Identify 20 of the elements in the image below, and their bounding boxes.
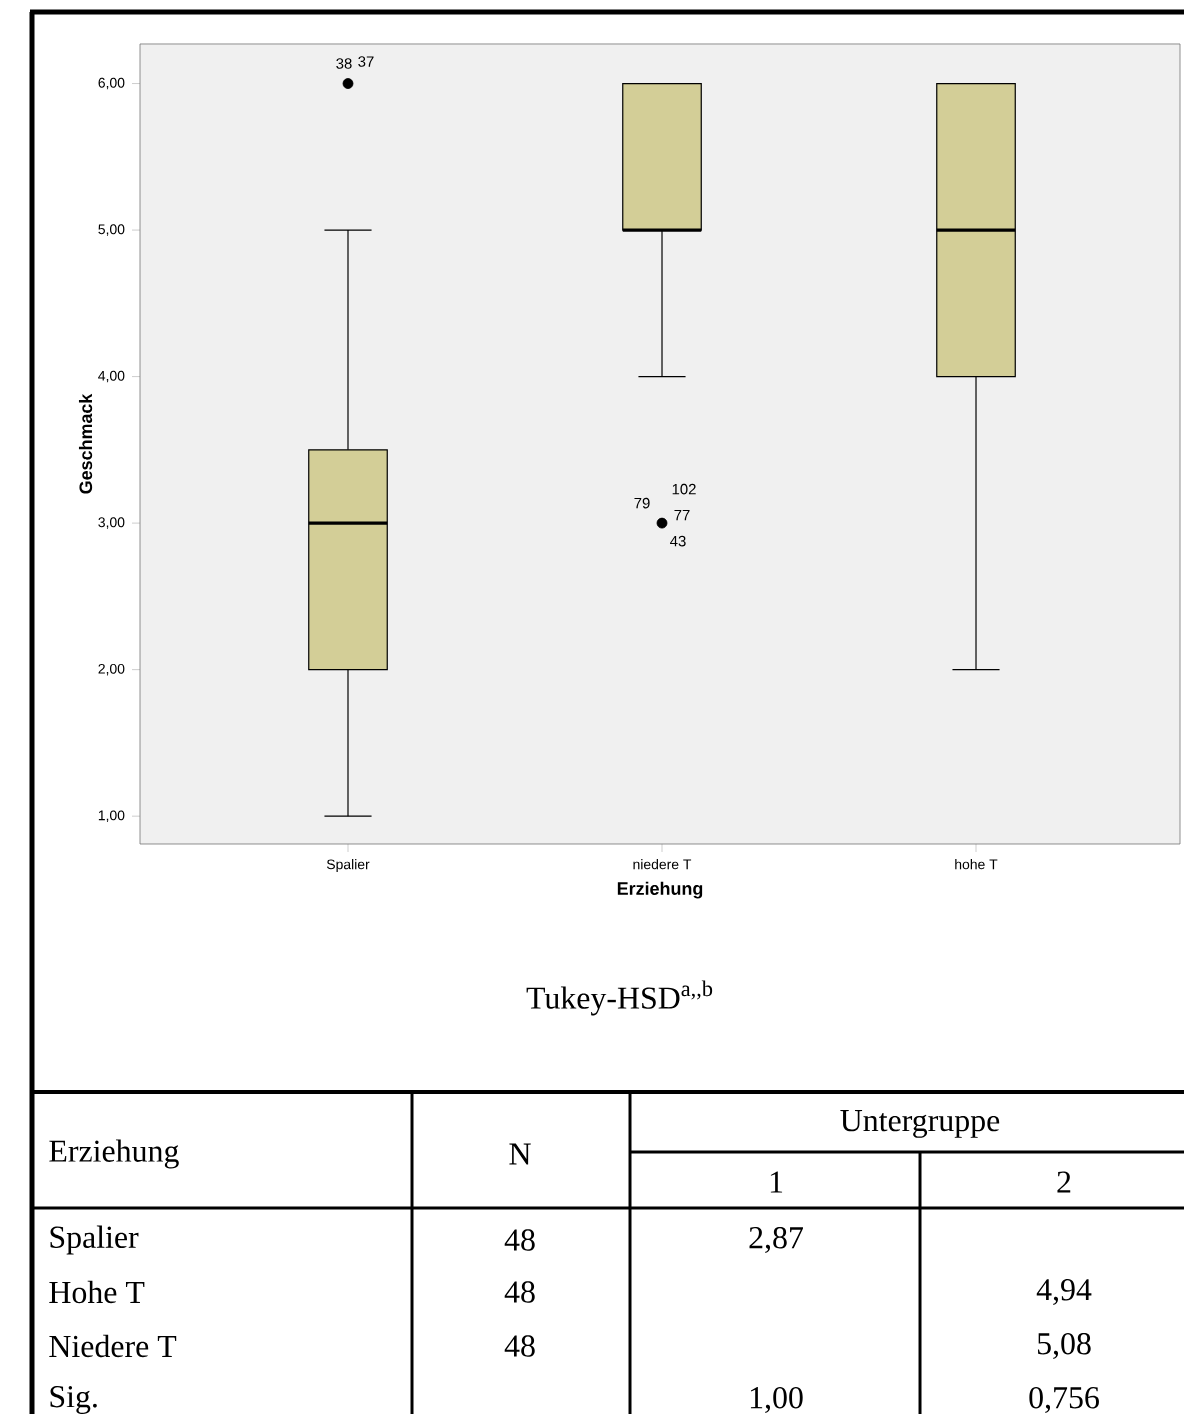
text: 48 (504, 1229, 535, 1251)
text: Sig. (50, 1386, 97, 1414)
x-axis-title: Erziehung (617, 881, 703, 899)
text: 48 (504, 1335, 535, 1357)
y-axis-title: Geschmack (78, 393, 93, 494)
text: 1 (770, 1171, 783, 1193)
text: N (509, 1143, 531, 1165)
text: Spalier (50, 1225, 139, 1255)
text: 5,08 (1037, 1332, 1091, 1360)
text: 1,00 (750, 1386, 803, 1414)
text: 48 (504, 1281, 535, 1303)
text: Tukey-HSD$^{a,,b}$ (526, 980, 713, 1016)
text: Untergruppe (840, 1110, 1000, 1138)
text: 2 (1057, 1171, 1071, 1193)
text: Erziehung (49, 1139, 179, 1169)
text: 4,94 (1036, 1279, 1092, 1306)
text: 2,87 (749, 1226, 803, 1254)
text: Hohe T (49, 1280, 145, 1304)
text: Niedere T (49, 1334, 177, 1358)
text: 0,756 (1029, 1386, 1099, 1414)
